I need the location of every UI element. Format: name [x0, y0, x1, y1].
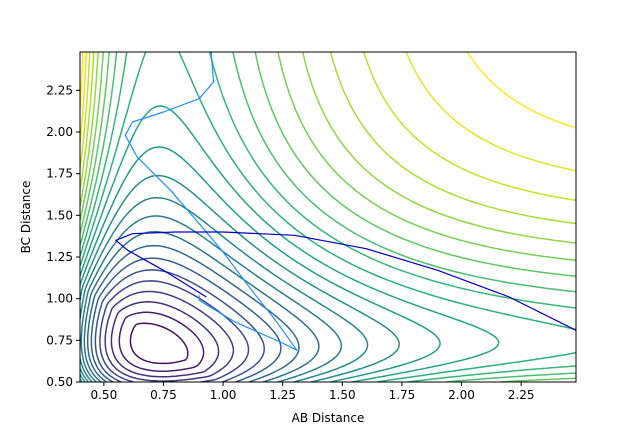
x-axis-label: AB Distance	[292, 411, 365, 425]
contour-level	[86, 244, 300, 382]
trajectory-2	[115, 231, 576, 331]
x-axis: 0.50 0.75 1.00 1.25 1.50 1.75 2.00 2.25	[90, 382, 535, 402]
contour-level	[80, 105, 500, 382]
contour-level	[80, 52, 576, 172]
x-tick-label: 0.75	[150, 388, 177, 402]
contour-level	[80, 52, 576, 382]
contour-level	[80, 52, 576, 202]
contour-level	[80, 215, 343, 382]
x-tick-label: 1.00	[210, 388, 237, 402]
y-tick-label: 0.50	[46, 375, 73, 389]
y-tick-label: 1.00	[46, 292, 73, 306]
contour-level	[83, 230, 320, 382]
contour-lines	[80, 52, 576, 382]
y-tick-label: 2.00	[46, 125, 73, 139]
contour-level	[80, 52, 576, 129]
x-tick-label: 1.75	[389, 388, 416, 402]
contour-level	[80, 52, 576, 262]
x-tick-label: 1.50	[329, 388, 356, 402]
y-tick-label: 0.75	[46, 333, 73, 347]
contour-level	[104, 290, 235, 382]
contour-level	[129, 322, 189, 365]
contour-level	[80, 146, 441, 382]
x-tick-label: 2.25	[508, 388, 535, 402]
x-tick-label: 2.00	[448, 388, 475, 402]
trajectory-lines	[115, 52, 576, 351]
y-axis-label: BC Distance	[19, 181, 33, 254]
x-tick-label: 0.50	[90, 388, 117, 402]
contour-level	[80, 52, 576, 382]
y-tick-label: 1.50	[46, 208, 73, 222]
contour-level	[80, 52, 576, 244]
contour-level	[80, 52, 576, 382]
contour-level	[90, 257, 282, 382]
trajectory-1	[124, 52, 298, 351]
plot-frame	[79, 51, 577, 383]
y-tick-label: 1.75	[46, 167, 73, 181]
contour-level	[80, 52, 576, 382]
contour-level	[94, 269, 265, 382]
x-tick-label: 1.25	[269, 388, 296, 402]
y-tick-label: 2.25	[46, 83, 73, 97]
y-axis: 0.50 0.75 1.00 1.25 1.50 1.75 2.00 2.25	[46, 83, 80, 389]
contour-level	[80, 174, 400, 382]
contour-level	[110, 301, 220, 378]
y-tick-label: 1.25	[46, 250, 73, 264]
contour-level	[118, 311, 205, 372]
contour-level	[99, 280, 250, 382]
contour-level	[80, 52, 576, 225]
